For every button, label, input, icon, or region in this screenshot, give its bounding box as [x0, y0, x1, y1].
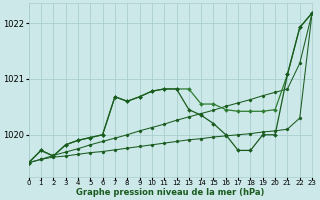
X-axis label: Graphe pression niveau de la mer (hPa): Graphe pression niveau de la mer (hPa) [76, 188, 265, 197]
